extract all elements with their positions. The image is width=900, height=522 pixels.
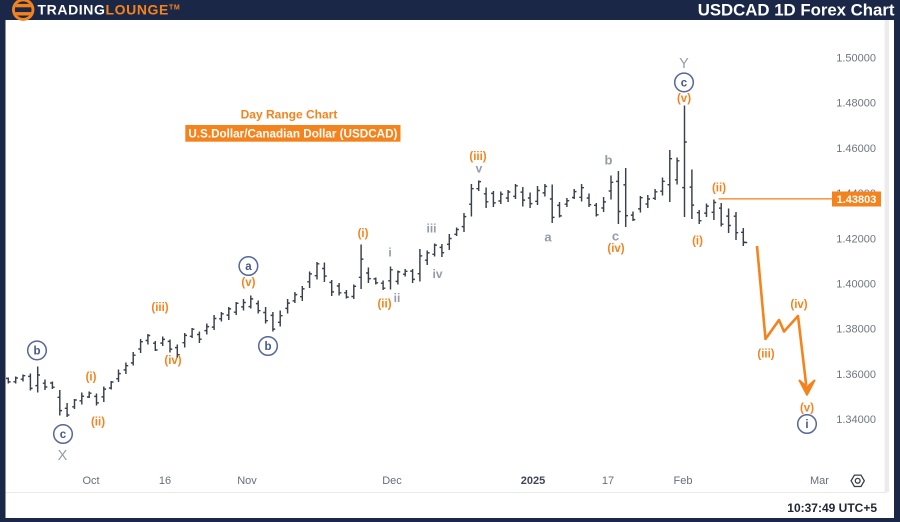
svg-text:c: c [612,229,619,244]
svg-text:(ii): (ii) [91,417,105,429]
svg-text:(v): (v) [677,93,691,105]
svg-text:(iv): (iv) [607,243,624,255]
svg-text:i: i [805,419,808,431]
svg-text:Mar: Mar [810,475,829,487]
svg-text:1.48000: 1.48000 [836,98,876,110]
svg-text:10:37:49 UTC+5: 10:37:49 UTC+5 [787,501,877,515]
svg-text:a: a [245,261,252,273]
svg-text:1.36000: 1.36000 [836,369,876,381]
svg-text:c: c [681,78,688,90]
svg-text:(i): (i) [86,372,97,384]
svg-text:ii: ii [394,291,401,305]
svg-text:(ii): (ii) [712,183,726,195]
svg-text:Y: Y [679,56,689,72]
svg-text:(i): (i) [358,228,369,240]
svg-text:b: b [33,346,40,358]
svg-text:16: 16 [159,475,171,487]
svg-text:(iv): (iv) [164,355,181,367]
svg-text:2025: 2025 [521,475,545,487]
svg-text:Day Range Chart: Day Range Chart [241,107,338,121]
svg-text:(iii): (iii) [757,349,774,361]
svg-text:b: b [264,341,271,353]
svg-text:1.42000: 1.42000 [836,233,876,245]
svg-text:1.50000: 1.50000 [836,53,876,65]
svg-text:USDCAD 1D Forex Chart: USDCAD 1D Forex Chart [698,1,895,20]
svg-text:(iv): (iv) [790,299,807,311]
svg-text:Feb: Feb [674,475,693,487]
svg-text:Oct: Oct [82,475,99,487]
svg-text:17: 17 [602,475,614,487]
svg-text:a: a [544,230,552,245]
svg-text:(v): (v) [800,403,814,415]
svg-text:b: b [605,153,613,168]
svg-text:1.43803: 1.43803 [837,194,877,206]
svg-text:iv: iv [432,267,442,281]
svg-text:(v): (v) [241,277,255,289]
svg-text:1.40000: 1.40000 [836,279,876,291]
svg-text:TRADINGLOUNGETM: TRADINGLOUNGETM [38,1,181,17]
svg-text:(iii): (iii) [151,302,168,314]
svg-text:1.38000: 1.38000 [836,324,876,336]
svg-text:Nov: Nov [237,475,257,487]
svg-text:i: i [388,245,391,259]
svg-text:1.46000: 1.46000 [836,143,876,155]
svg-text:(iii): (iii) [469,151,486,163]
svg-text:X: X [58,448,68,464]
svg-text:1.34000: 1.34000 [836,414,876,426]
svg-text:iii: iii [426,221,436,235]
svg-text:c: c [60,429,67,441]
svg-text:(i): (i) [692,236,703,248]
svg-text:U.S.Dollar/Canadian Dollar (US: U.S.Dollar/Canadian Dollar (USDCAD) [188,128,397,141]
svg-text:Dec: Dec [382,475,402,487]
svg-text:(ii): (ii) [377,299,391,311]
svg-text:v: v [476,161,483,175]
